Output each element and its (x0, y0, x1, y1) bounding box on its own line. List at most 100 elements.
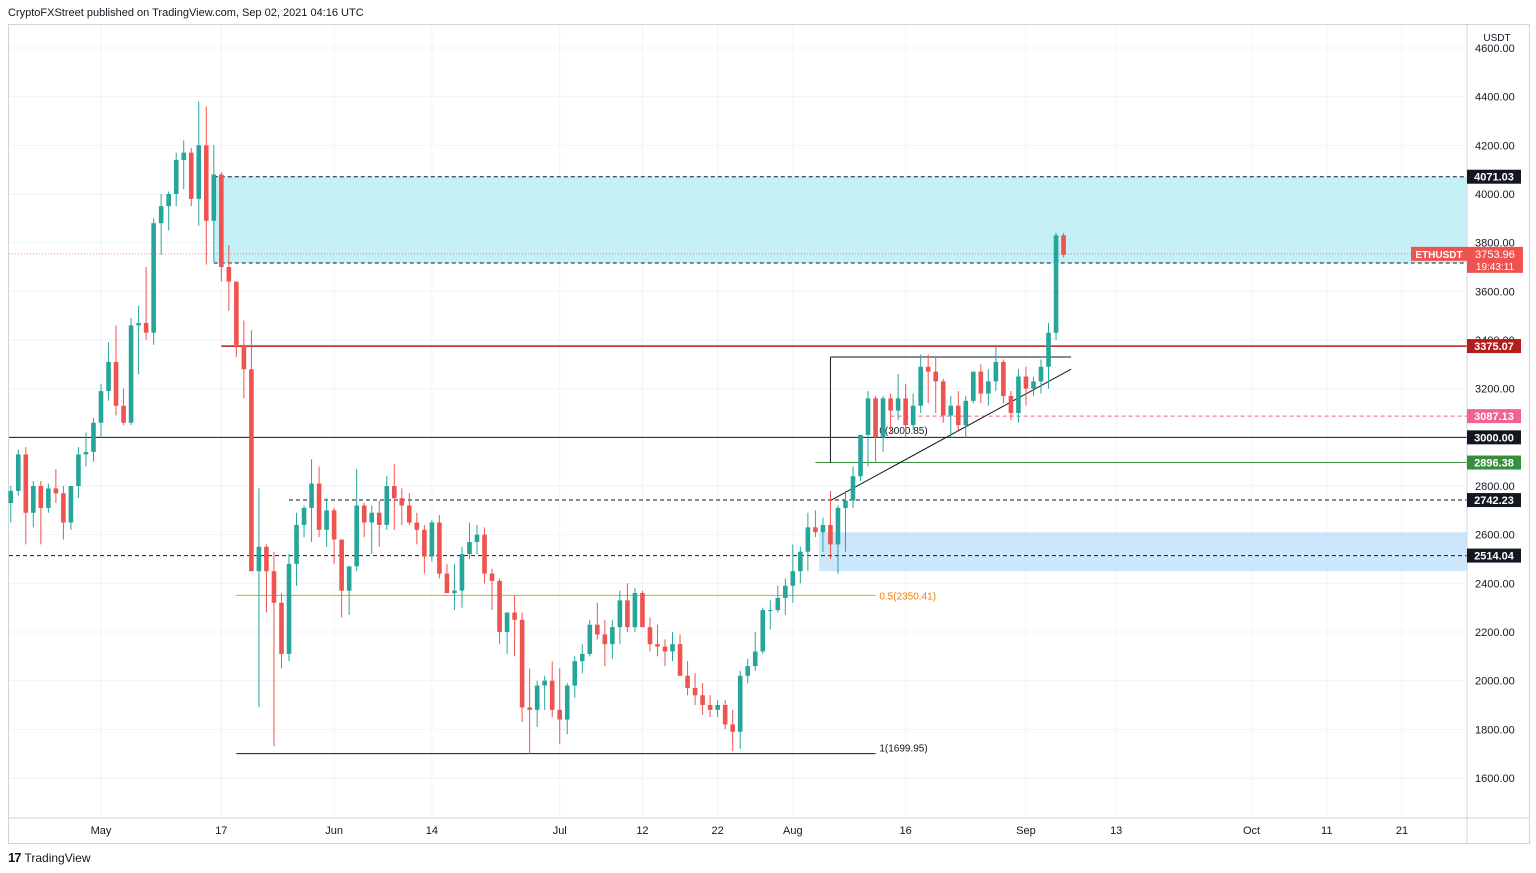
candle-body (1046, 332, 1051, 367)
candle-body (677, 644, 683, 676)
candle-body (670, 644, 675, 652)
candle-body (241, 344, 247, 370)
candle-body (53, 488, 59, 494)
candle-body (572, 661, 578, 686)
x-tick-label: 13 (1110, 825, 1122, 837)
candle-body (519, 619, 525, 708)
y-tick-label: 2800.00 (1475, 481, 1515, 493)
candle-body (707, 705, 713, 710)
candle-body (384, 486, 390, 525)
candle-body (963, 400, 969, 426)
price-tags: 4071.033716.353375.073087.133000.002896.… (9, 169, 1523, 563)
support-zone (819, 532, 1467, 572)
candle-body (512, 612, 517, 620)
x-tick-label: 21 (1396, 825, 1408, 837)
level-tag-bg (1467, 339, 1521, 354)
x-tick-label: 11 (1321, 825, 1332, 837)
candle-body (474, 534, 480, 542)
y-tick-label: 4200.00 (1475, 140, 1515, 152)
x-tick-label: 12 (636, 825, 648, 837)
candle-body (767, 610, 773, 612)
candle-body (783, 585, 788, 598)
candle-body (331, 510, 337, 540)
current-price-label: 3753.96 (1475, 249, 1515, 261)
candle-body (452, 590, 457, 594)
currency-label: USDT (1483, 33, 1510, 44)
candle-body (895, 398, 901, 411)
x-tick-label: Jul (553, 825, 567, 837)
candle-body (865, 398, 871, 435)
candle-body (143, 322, 149, 333)
y-tick-label: 1800.00 (1475, 724, 1515, 736)
level-tag-label: 2514.04 (1474, 551, 1515, 563)
pattern-drawings: 1(1699.95) 0.5(2350.41) 0(3000.85) (236, 356, 1072, 755)
candles (8, 101, 1066, 754)
candle-body (1061, 235, 1066, 255)
candle-body (549, 680, 555, 710)
candle-body (188, 152, 194, 199)
candle-body (15, 454, 21, 491)
candle-body (910, 405, 916, 426)
level-tag-label: 3000.00 (1474, 432, 1514, 444)
level-tag-bg (1467, 548, 1521, 563)
footer-brand[interactable]: TradingView (24, 850, 91, 865)
candle-body (61, 493, 66, 523)
candle-body (1038, 366, 1044, 382)
candle-body (775, 597, 781, 611)
candle-body (745, 666, 751, 676)
candle-body (888, 398, 893, 411)
candle-body (497, 580, 502, 632)
candle-body (1031, 381, 1036, 389)
candle-body (361, 505, 367, 523)
level-tag-bg (1467, 455, 1521, 470)
candle-body (843, 500, 848, 508)
candle-body (1001, 361, 1006, 396)
candle-body (158, 206, 164, 224)
candle-body (286, 563, 292, 654)
tradingview-logo-icon[interactable]: 17 (8, 850, 22, 865)
candle-body (211, 174, 217, 221)
level-tag-label: 4071.03 (1474, 172, 1514, 184)
y-tick-label: 1600.00 (1475, 773, 1515, 785)
candle-body (264, 546, 269, 572)
candle-body (662, 646, 668, 652)
candle-body (437, 522, 442, 574)
candle-body (873, 398, 878, 438)
level-tag-bg (1467, 430, 1521, 445)
candle-body (632, 593, 638, 628)
candle-body (346, 566, 352, 591)
level-tag-bg (1467, 409, 1521, 424)
candle-body (429, 522, 435, 557)
candle-body (151, 223, 156, 333)
x-tick-label: Oct (1243, 825, 1260, 837)
y-tick-label: 3200.00 (1475, 384, 1515, 396)
fib-label-0-5: 0.5(2350.41) (879, 591, 936, 602)
level-tag-bg (1467, 493, 1521, 508)
candle-body (820, 524, 826, 533)
candle-body (798, 551, 803, 572)
candle-body (459, 554, 465, 591)
candle-body (407, 505, 412, 523)
candle-body (557, 709, 563, 720)
chart-frame[interactable] (8, 24, 1530, 844)
candle-body (948, 405, 954, 416)
candle-body (925, 366, 931, 372)
candle-body (414, 522, 420, 530)
level-tag-label: 2896.38 (1474, 458, 1514, 470)
candle-body (986, 381, 991, 394)
candle-body (700, 695, 705, 705)
candle-body (647, 627, 653, 645)
candle-body (8, 490, 14, 504)
x-tick-label: Aug (783, 825, 803, 837)
candle-body (467, 541, 472, 555)
x-tick-label: Jun (325, 825, 343, 837)
publisher-header: CryptoFXStreet published on TradingView.… (8, 7, 364, 19)
x-tick-label: 17 (215, 825, 227, 837)
candle-body (249, 369, 254, 572)
candle-body (83, 451, 89, 455)
candle-body (234, 281, 239, 345)
candle-body (301, 507, 307, 525)
candle-body (196, 145, 202, 199)
candle-body (903, 398, 908, 426)
